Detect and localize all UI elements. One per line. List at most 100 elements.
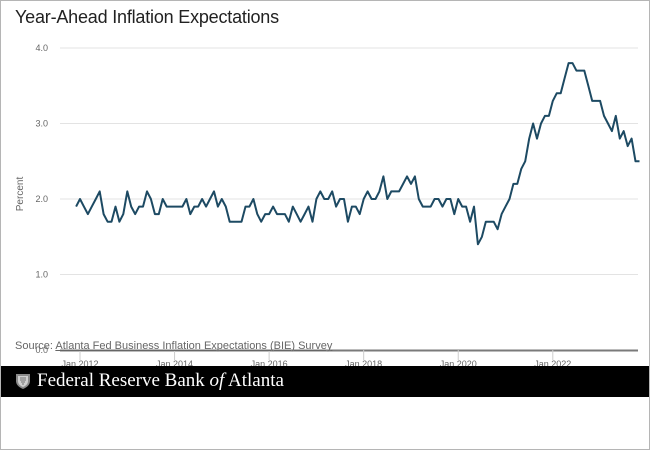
data-point[interactable]: [220, 197, 224, 201]
data-point[interactable]: [551, 99, 555, 103]
data-point[interactable]: [417, 197, 421, 201]
data-point[interactable]: [381, 174, 385, 178]
data-point[interactable]: [543, 114, 547, 118]
data-point[interactable]: [393, 189, 397, 193]
data-point[interactable]: [464, 205, 468, 209]
data-point[interactable]: [232, 220, 236, 224]
data-point[interactable]: [224, 205, 228, 209]
data-point[interactable]: [401, 182, 405, 186]
data-point[interactable]: [129, 205, 133, 209]
data-point[interactable]: [204, 205, 208, 209]
data-point[interactable]: [358, 212, 362, 216]
data-point[interactable]: [374, 197, 378, 201]
data-point[interactable]: [275, 212, 279, 216]
data-point[interactable]: [515, 182, 519, 186]
data-point[interactable]: [311, 220, 315, 224]
data-point[interactable]: [291, 205, 295, 209]
data-point[interactable]: [307, 205, 311, 209]
data-point[interactable]: [169, 205, 173, 209]
data-point[interactable]: [153, 212, 157, 216]
data-point[interactable]: [86, 212, 90, 216]
data-point[interactable]: [476, 242, 480, 246]
data-point[interactable]: [200, 197, 204, 201]
data-point[interactable]: [295, 212, 299, 216]
data-point[interactable]: [413, 174, 417, 178]
data-point[interactable]: [527, 137, 531, 141]
data-point[interactable]: [456, 197, 460, 201]
data-point[interactable]: [342, 197, 346, 201]
data-point[interactable]: [574, 69, 578, 73]
data-point[interactable]: [531, 122, 535, 126]
data-point[interactable]: [586, 84, 590, 88]
data-point[interactable]: [452, 212, 456, 216]
data-point[interactable]: [180, 205, 184, 209]
data-point[interactable]: [216, 205, 220, 209]
data-point[interactable]: [409, 182, 413, 186]
data-point[interactable]: [338, 197, 342, 201]
data-point[interactable]: [228, 220, 232, 224]
data-point[interactable]: [460, 205, 464, 209]
data-point[interactable]: [638, 159, 642, 163]
data-point[interactable]: [421, 205, 425, 209]
data-point[interactable]: [283, 212, 287, 216]
data-point[interactable]: [149, 197, 153, 201]
data-point[interactable]: [125, 189, 129, 193]
data-point[interactable]: [251, 197, 255, 201]
data-point[interactable]: [511, 182, 515, 186]
data-point[interactable]: [559, 91, 563, 95]
data-point[interactable]: [366, 189, 370, 193]
data-point[interactable]: [133, 212, 137, 216]
data-point[interactable]: [437, 197, 441, 201]
data-point[interactable]: [318, 189, 322, 193]
data-point[interactable]: [472, 205, 476, 209]
data-point[interactable]: [90, 205, 94, 209]
data-point[interactable]: [255, 212, 259, 216]
data-point[interactable]: [279, 212, 283, 216]
data-point[interactable]: [578, 69, 582, 73]
data-point[interactable]: [555, 91, 559, 95]
data-point[interactable]: [102, 212, 106, 216]
data-point[interactable]: [622, 129, 626, 133]
data-point[interactable]: [444, 197, 448, 201]
data-point[interactable]: [468, 220, 472, 224]
data-point[interactable]: [177, 205, 181, 209]
data-point[interactable]: [346, 220, 350, 224]
data-point[interactable]: [78, 197, 82, 201]
data-point[interactable]: [496, 227, 500, 231]
data-point[interactable]: [110, 220, 114, 224]
data-point[interactable]: [405, 174, 409, 178]
data-point[interactable]: [145, 189, 149, 193]
brand-name[interactable]: Federal Reserve Bank of Atlanta: [37, 370, 284, 392]
data-point[interactable]: [500, 212, 504, 216]
data-point[interactable]: [441, 205, 445, 209]
data-point[interactable]: [389, 189, 393, 193]
data-point[interactable]: [98, 189, 102, 193]
data-point[interactable]: [582, 69, 586, 73]
data-point[interactable]: [208, 197, 212, 201]
data-point[interactable]: [370, 197, 374, 201]
data-point[interactable]: [354, 205, 358, 209]
data-point[interactable]: [94, 197, 98, 201]
data-point[interactable]: [618, 137, 622, 141]
data-point[interactable]: [547, 114, 551, 118]
data-point[interactable]: [567, 61, 571, 65]
data-point[interactable]: [188, 212, 192, 216]
data-point[interactable]: [192, 205, 196, 209]
data-point[interactable]: [429, 205, 433, 209]
data-point[interactable]: [236, 220, 240, 224]
data-point[interactable]: [212, 189, 216, 193]
data-point[interactable]: [240, 220, 244, 224]
data-point[interactable]: [247, 205, 251, 209]
data-point[interactable]: [74, 205, 78, 209]
data-point[interactable]: [322, 197, 326, 201]
data-point[interactable]: [334, 205, 338, 209]
data-point[interactable]: [303, 212, 307, 216]
data-point[interactable]: [606, 122, 610, 126]
data-point[interactable]: [114, 205, 118, 209]
data-point[interactable]: [590, 99, 594, 103]
data-point[interactable]: [82, 205, 86, 209]
data-point[interactable]: [141, 205, 145, 209]
data-point[interactable]: [488, 220, 492, 224]
data-point[interactable]: [330, 189, 334, 193]
data-point[interactable]: [448, 197, 452, 201]
